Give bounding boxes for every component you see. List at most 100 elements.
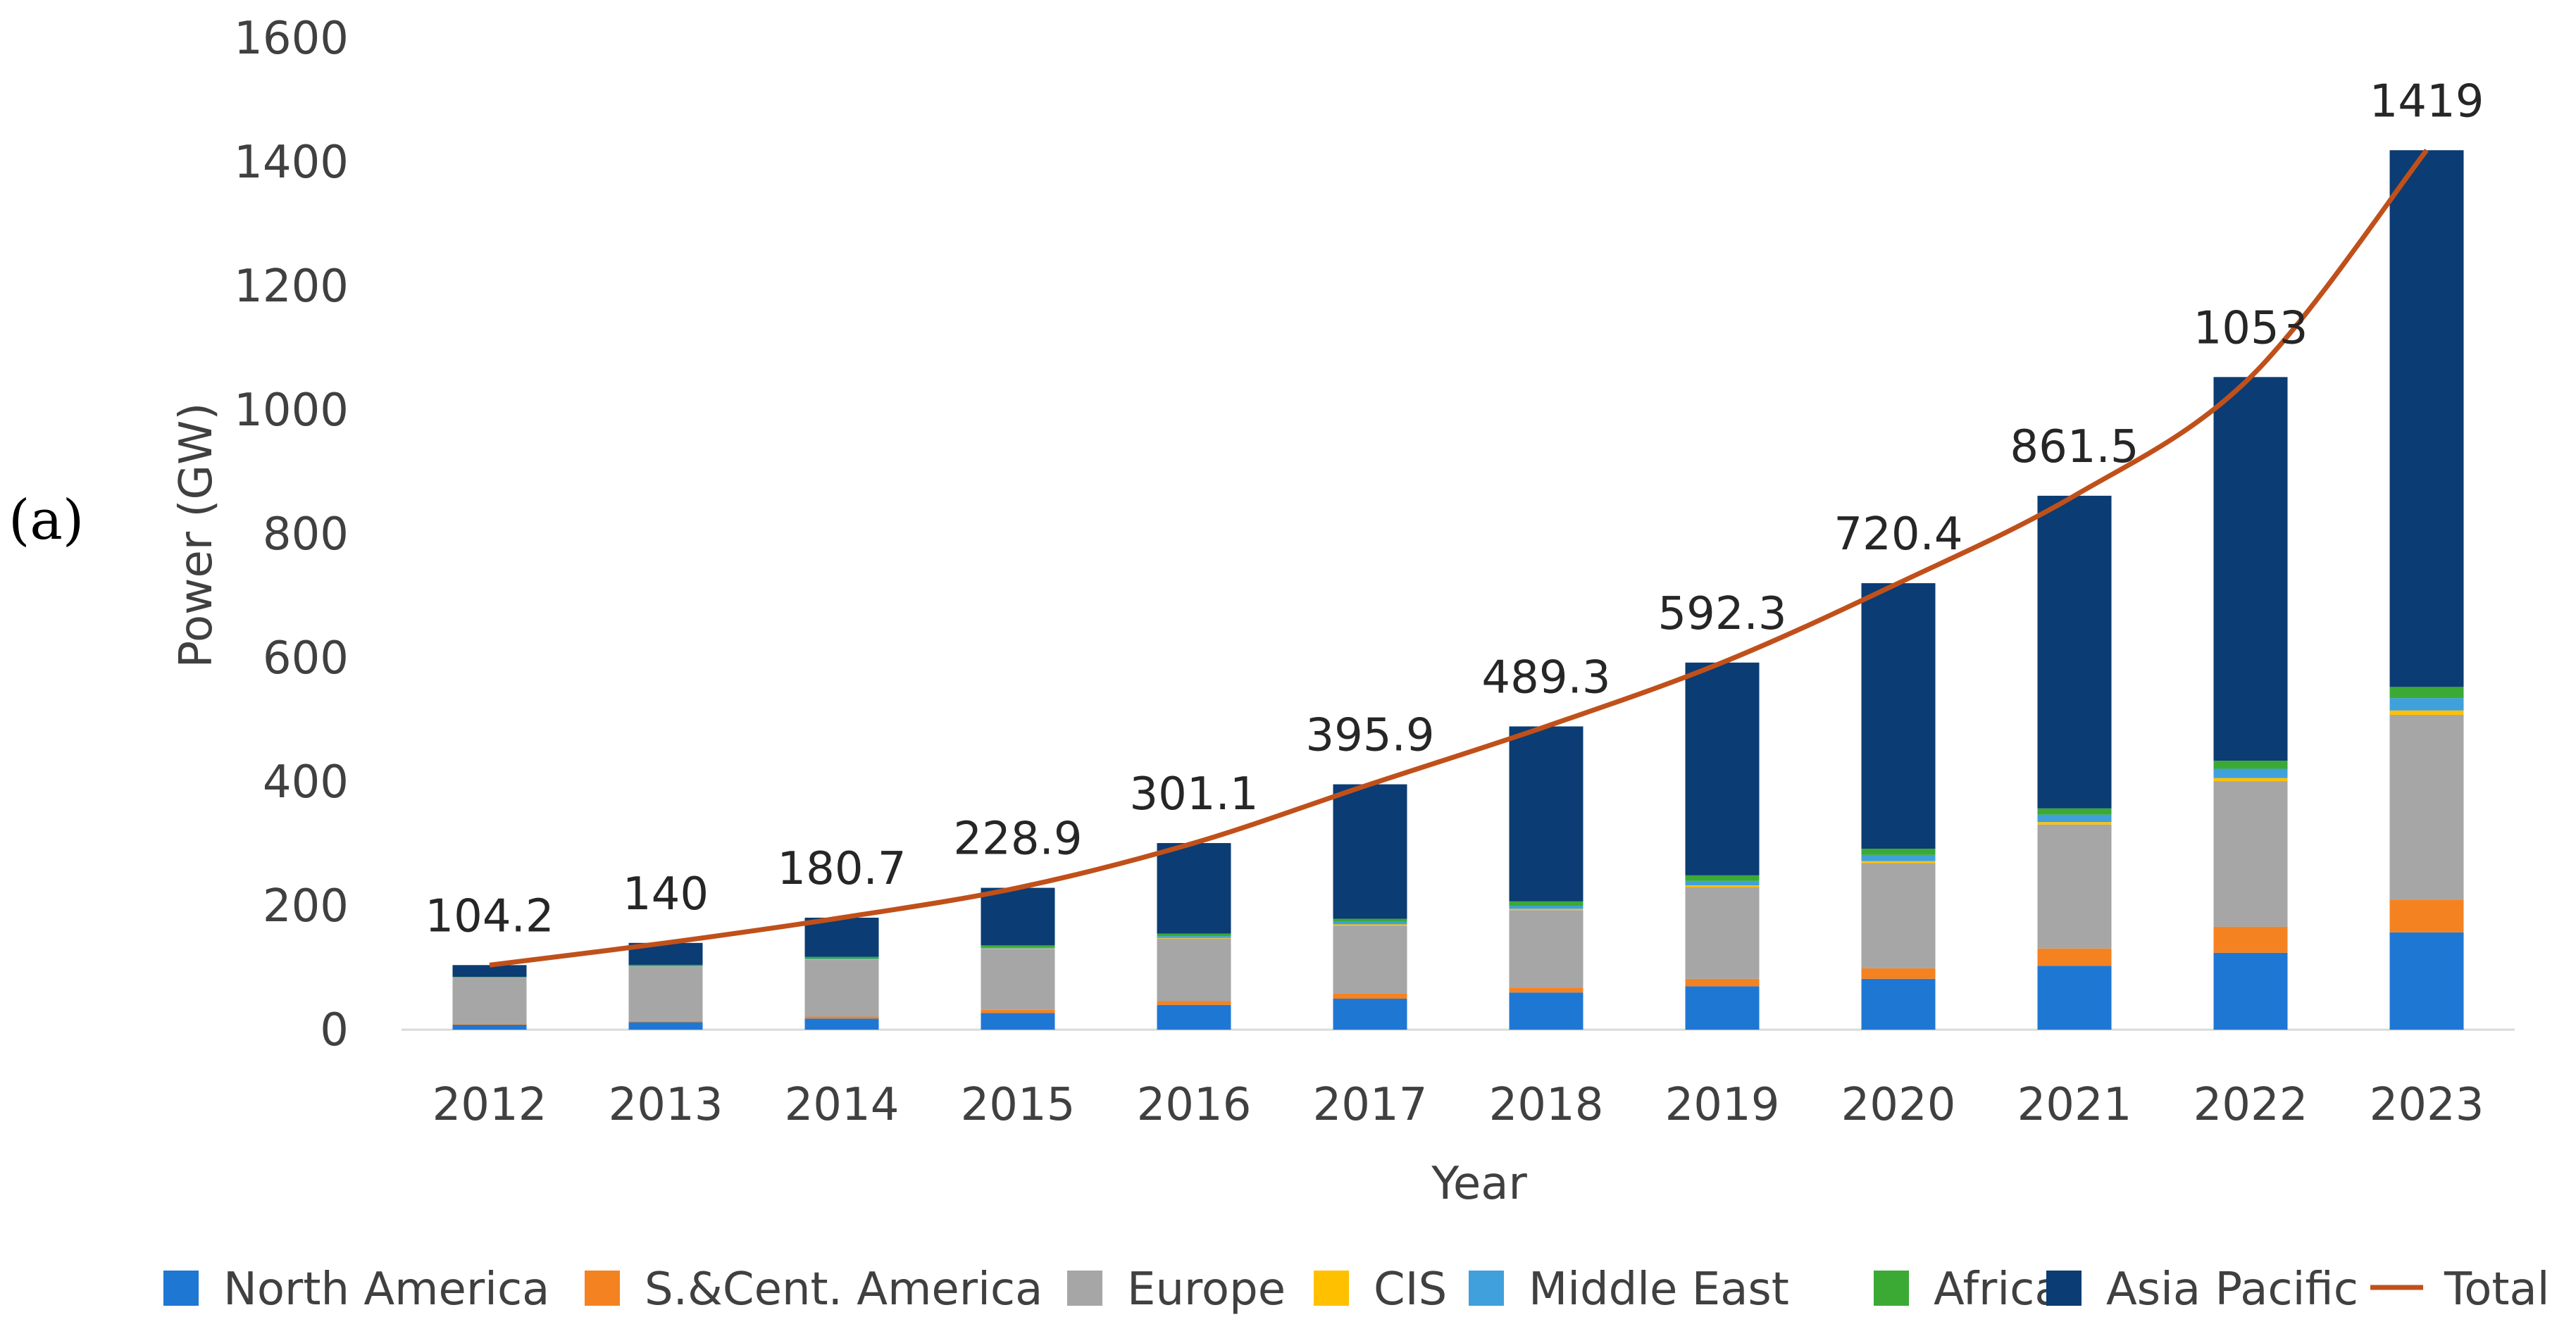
bar-segment	[2389, 687, 2464, 699]
legend-swatch	[2046, 1271, 2082, 1306]
bars	[452, 150, 2464, 1030]
data-label: 301.1	[1129, 768, 1258, 821]
legend-item: CIS	[1314, 1264, 1447, 1316]
bar-segment	[2389, 710, 2464, 715]
legend-label: Europe	[1127, 1264, 1286, 1316]
bar-segment	[1157, 1004, 1231, 1030]
bar-segment	[1157, 938, 1231, 1002]
bar-segment	[1509, 992, 1583, 1030]
y-tick-label: 600	[263, 632, 349, 685]
legend-item: Asia Pacific	[2046, 1264, 2358, 1316]
bar-segment	[1333, 925, 1407, 994]
bar-segment	[2037, 822, 2112, 825]
bar-segment	[981, 947, 1055, 949]
bar-segment	[981, 1013, 1055, 1030]
legend-label: Asia Pacific	[2106, 1264, 2358, 1316]
legend-swatch	[1314, 1271, 1349, 1306]
x-tick-label: 2015	[961, 1079, 1076, 1131]
y-axis-ticks: 0 200 400 600 800 1000 1200 1400 1600	[234, 13, 349, 1056]
panel-label: (a)	[8, 489, 84, 552]
bar-segment	[1861, 854, 1936, 861]
x-axis-title: Year	[1431, 1158, 1527, 1210]
x-tick-label: 2017	[1313, 1079, 1428, 1131]
legend: North America S.&Cent. America Europe CIS Mi…	[163, 1264, 2549, 1316]
y-tick-label: 1600	[234, 13, 349, 65]
bar-segment	[1509, 909, 1583, 911]
bar-segment	[1509, 910, 1583, 988]
legend-item: S.&Cent. America	[585, 1264, 1043, 1316]
data-label: 720.4	[1834, 508, 1962, 561]
bar-segment	[2389, 932, 2464, 1030]
x-tick-label: 2016	[1137, 1079, 1252, 1131]
x-tick-label: 2018	[1489, 1079, 1604, 1131]
bar-segment	[2213, 377, 2288, 761]
bar-segment	[1509, 901, 1583, 906]
x-tick-label: 2019	[1665, 1079, 1780, 1131]
bar-segment	[1685, 978, 1760, 987]
bar-segment	[1333, 784, 1407, 919]
bar-segment	[2037, 495, 2112, 809]
legend-swatch	[1874, 1271, 1909, 1306]
data-label: 140	[623, 868, 709, 921]
bar-segment	[1509, 987, 1583, 993]
y-tick-label: 200	[263, 880, 349, 932]
bar-segment	[804, 1016, 879, 1019]
legend-item: North America	[163, 1264, 549, 1316]
bar-segment	[981, 1009, 1055, 1013]
y-tick-label: 0	[320, 1004, 349, 1056]
legend-label: Total	[2444, 1264, 2549, 1316]
total-line	[489, 149, 2429, 968]
data-label: 592.3	[1657, 588, 1786, 640]
data-label: 1419	[2370, 75, 2484, 127]
bar-segment	[804, 917, 879, 957]
bar-segment	[804, 1018, 879, 1030]
bar-segment	[628, 1021, 703, 1023]
data-label: 489.3	[1481, 651, 1610, 704]
bar-segment	[2213, 926, 2288, 953]
bar-segment	[2213, 768, 2288, 778]
data-label: 861.5	[2010, 421, 2139, 473]
data-label: 1053	[2194, 302, 2308, 354]
bar-segment	[1861, 849, 1936, 855]
y-tick-label: 1000	[234, 385, 349, 437]
bar-segment	[1685, 885, 1760, 887]
legend-swatch	[1469, 1271, 1504, 1306]
bar-segment	[981, 945, 1055, 947]
bar-segment	[2213, 761, 2288, 769]
legend-item: Europe	[1067, 1264, 1286, 1316]
bar-segment	[1333, 921, 1407, 925]
bar-segment	[1685, 662, 1760, 875]
bar-segment	[452, 976, 527, 978]
bar-segment	[1861, 583, 1936, 849]
bar-segment	[2037, 808, 2112, 815]
bar-segment	[1333, 993, 1407, 999]
data-label: 180.7	[777, 843, 906, 895]
bar-segment	[628, 966, 703, 1021]
bar-segment	[1509, 726, 1583, 901]
y-axis-title: Power (GW)	[170, 403, 223, 668]
bar-segment	[1685, 986, 1760, 1030]
bar-segment	[981, 887, 1055, 946]
legend-label: North America	[223, 1264, 549, 1316]
bar-segment	[1333, 924, 1407, 926]
legend-item: Middle East	[1469, 1264, 1789, 1316]
legend-label: Middle East	[1529, 1264, 1789, 1316]
legend-label: CIS	[1374, 1264, 1447, 1316]
total-line-group	[489, 149, 2429, 968]
bar-segment	[2213, 781, 2288, 927]
bar-segment	[1157, 937, 1231, 939]
bar-segment	[1861, 861, 1936, 863]
y-tick-label: 1200	[234, 261, 349, 313]
bar-segment	[2389, 714, 2464, 900]
x-tick-label: 2014	[785, 1079, 900, 1131]
bar-segment	[1157, 936, 1231, 938]
bar-segment	[804, 956, 879, 959]
bar-segment	[2037, 948, 2112, 966]
bar-segment	[628, 1022, 703, 1030]
bar-segment	[2213, 952, 2288, 1030]
legend-item: Total	[2370, 1264, 2549, 1316]
bar-segment	[1157, 1001, 1231, 1005]
y-tick-label: 400	[263, 756, 349, 809]
bar-segment	[981, 949, 1055, 1010]
